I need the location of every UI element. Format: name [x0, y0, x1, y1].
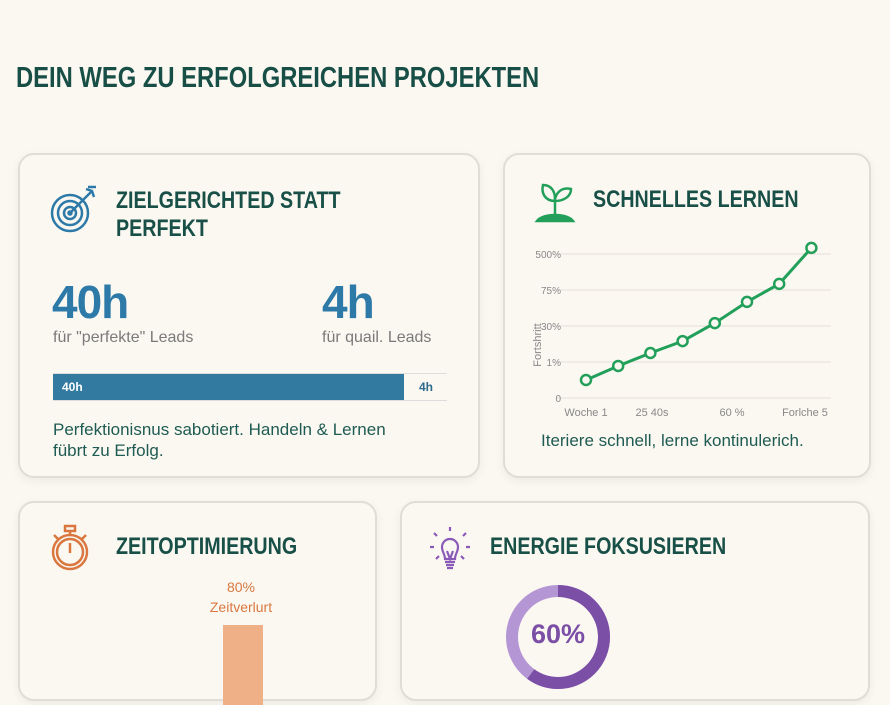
- time-loss-bar: [223, 625, 263, 705]
- comparison-bar: 40h 4h: [53, 373, 447, 401]
- y-tick-label: 0: [555, 394, 561, 405]
- card-learning: SCHNELLES LERNEN 0 1% 30% 75% 500% Fortshritt…: [503, 153, 871, 478]
- card-target: ZIELGERICHTED STATT PERFEKT 40h für "perf…: [18, 153, 480, 478]
- data-point: [644, 346, 657, 360]
- y-tick-label: 75%: [541, 286, 561, 297]
- progress-line-chart: 0 1% 30% 75% 500% Fortshritt Woche 1 25 40s 60 %…: [532, 241, 831, 419]
- x-tick-label: Forlche 5: [782, 407, 828, 419]
- page-title: DEIN WEG ZU ERFOLGREICHEN PROJEKTEN: [16, 62, 540, 94]
- y-tick-label: 1%: [547, 358, 562, 369]
- stat-value: 40h: [52, 276, 129, 328]
- stat-value: 4h: [322, 276, 375, 328]
- data-point: [805, 241, 818, 255]
- card-energy: ENERGIE FOKSUSIEREN 60%: [400, 501, 870, 701]
- y-tick-label: 500%: [535, 250, 561, 261]
- y-tick-label: 30%: [541, 322, 561, 333]
- x-tick-label: 25 40s: [635, 407, 669, 419]
- bar-label: Zeitverlurt: [209, 599, 273, 615]
- stopwatch-icon: [51, 524, 89, 571]
- stat-label: für "perfekte" Leads: [53, 329, 194, 346]
- lightbulb-icon: [430, 527, 470, 570]
- sprout-icon: [534, 183, 576, 223]
- bar-right-label: 4h: [418, 380, 433, 394]
- bar-left-label: 40h: [62, 380, 83, 394]
- x-tick-label: Woche 1: [564, 407, 607, 419]
- card-title: SCHNELLES LERNEN: [593, 186, 799, 213]
- card-title: ZEITOPTIMIERUNG: [116, 533, 298, 560]
- target-arrow-icon: [50, 185, 96, 233]
- card-time: ZEITOPTIMIERUNG 80% Zeitverlurt: [18, 501, 377, 705]
- data-point: [772, 277, 786, 291]
- data-point: [676, 334, 689, 348]
- data-point: [611, 359, 625, 373]
- stat-label: für quail. Leads: [322, 329, 432, 346]
- chart-caption: Iteriere schnell, lerne kontinulerich.: [541, 431, 804, 450]
- y-axis-label: Fortshritt: [532, 323, 544, 366]
- card-title: ENERGIE FOKSUSIEREN: [490, 533, 727, 560]
- bar-fill: [53, 374, 404, 400]
- donut-value: 60%: [530, 619, 586, 649]
- x-tick-label: 60 %: [719, 407, 744, 419]
- data-point: [740, 295, 754, 309]
- data-point: [579, 373, 593, 387]
- data-point: [708, 316, 722, 330]
- bar-value: 80%: [226, 579, 256, 595]
- card-text: Perfektionisnus sabotiert. Handeln & Ler…: [53, 420, 386, 460]
- card-title: ZIELGERICHTED STATT PERFEKT: [116, 187, 341, 242]
